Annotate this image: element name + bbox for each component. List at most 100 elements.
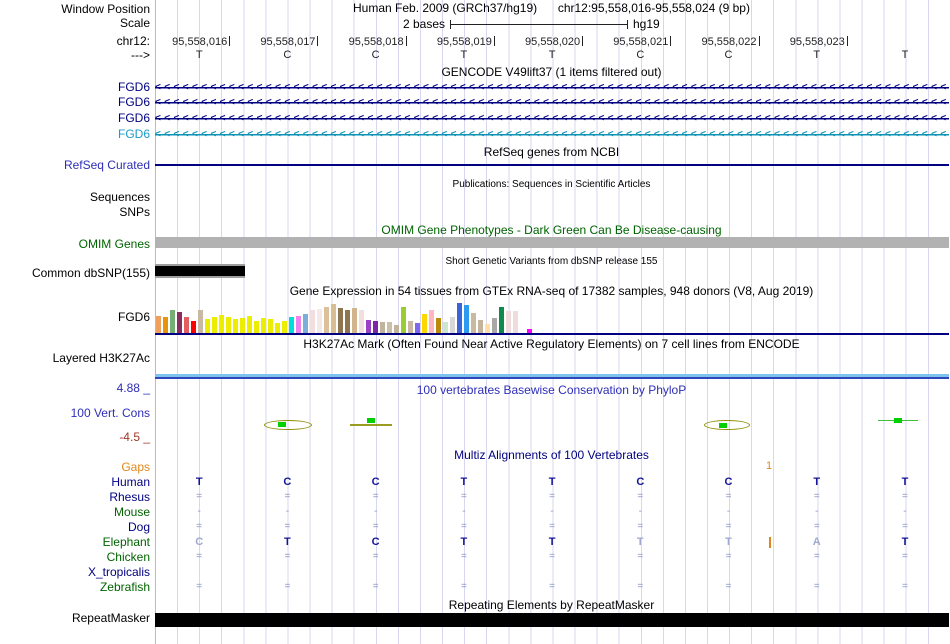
gtex-tissue-bar[interactable] bbox=[289, 317, 294, 333]
multiz-species-label[interactable]: Gaps bbox=[121, 460, 150, 474]
gtex-baseline bbox=[155, 333, 949, 335]
h3k27ac-signal-top[interactable] bbox=[155, 374, 949, 377]
gtex-tissue-bar[interactable] bbox=[471, 313, 476, 333]
gtex-tissue-bar[interactable] bbox=[240, 318, 245, 333]
gtex-tissue-bar[interactable] bbox=[443, 322, 448, 333]
gtex-tissue-bar[interactable] bbox=[205, 319, 210, 333]
gtex-tissue-bar[interactable] bbox=[527, 329, 532, 333]
multiz-species-label[interactable]: Mouse bbox=[113, 505, 150, 519]
conservation-mark bbox=[704, 420, 750, 430]
multiz-species-label[interactable]: Human bbox=[111, 475, 150, 489]
gencode-gene-line[interactable]: <<<<<<<<<<<<<<<<<<<<<<<<<<<<<<<<<<<<<<<<… bbox=[155, 97, 949, 109]
multiz-match-cell: = bbox=[549, 491, 555, 502]
gtex-tissue-bar[interactable] bbox=[506, 311, 511, 333]
multiz-base-cell: C bbox=[636, 476, 645, 488]
gtex-tissue-bar[interactable] bbox=[450, 317, 455, 333]
multiz-species-label[interactable]: Elephant bbox=[102, 535, 150, 549]
multiz-base-cell: T bbox=[195, 476, 203, 488]
gencode-gene-line[interactable]: <<<<<<<<<<<<<<<<<<<<<<<<<<<<<<<<<<<<<<<<… bbox=[155, 82, 949, 94]
track-label-100-vert-cons[interactable]: 100 Vert. Cons bbox=[70, 406, 150, 420]
gtex-tissue-bar[interactable] bbox=[359, 310, 364, 333]
track-label-snps[interactable]: SNPs bbox=[119, 205, 150, 219]
multiz-species-label[interactable]: Chicken bbox=[106, 550, 150, 564]
gtex-tissue-bar[interactable] bbox=[436, 318, 441, 333]
track-label-sequences[interactable]: Sequences bbox=[89, 190, 150, 204]
multiz-species-label[interactable]: Dog bbox=[127, 520, 150, 534]
gtex-tissue-bar[interactable] bbox=[464, 305, 469, 333]
gencode-gene-label-fgd6[interactable]: FGD6 bbox=[117, 95, 150, 109]
gtex-tissue-bar[interactable] bbox=[254, 321, 259, 333]
omim-gene-bar[interactable] bbox=[155, 237, 949, 248]
multiz-species-label[interactable]: Zebrafish bbox=[99, 580, 150, 594]
ruler-position-label: 95,558,022 bbox=[689, 36, 773, 48]
gtex-tissue-bar[interactable] bbox=[429, 310, 434, 333]
gencode-gene-line[interactable]: <<<<<<<<<<<<<<<<<<<<<<<<<<<<<<<<<<<<<<<<… bbox=[155, 129, 949, 141]
gtex-tissue-bar[interactable] bbox=[331, 304, 336, 333]
gtex-tissue-bar[interactable] bbox=[478, 320, 483, 333]
track-label-layered-h3k27ac[interactable]: Layered H3K27Ac bbox=[52, 351, 150, 365]
gtex-tissue-bar[interactable] bbox=[394, 325, 399, 333]
gtex-tissue-bar[interactable] bbox=[387, 322, 392, 333]
gtex-tissue-bar[interactable] bbox=[296, 316, 301, 333]
gencode-gene-label-fgd6[interactable]: FGD6 bbox=[117, 127, 150, 141]
gtex-tissue-bar[interactable] bbox=[513, 311, 518, 333]
gtex-tissue-bar[interactable] bbox=[408, 321, 413, 333]
gtex-tissue-bar[interactable] bbox=[310, 310, 315, 333]
gtex-tissue-bar[interactable] bbox=[198, 310, 203, 333]
repeatmasker-bar[interactable] bbox=[155, 613, 949, 627]
multiz-species-label[interactable]: X_tropicalis bbox=[87, 565, 150, 579]
track-label-repeatmasker[interactable]: RepeatMasker bbox=[71, 611, 150, 625]
gtex-tissue-bar[interactable] bbox=[170, 310, 175, 333]
track-label-common-dbsnp[interactable]: Common dbSNP(155) bbox=[31, 266, 150, 280]
gtex-tissue-bar[interactable] bbox=[261, 318, 266, 333]
h3k27ac-signal-base[interactable] bbox=[155, 377, 949, 379]
gtex-tissue-bar[interactable] bbox=[485, 324, 490, 333]
gtex-tissue-bar[interactable] bbox=[338, 308, 343, 333]
gencode-gene-label-fgd6[interactable]: FGD6 bbox=[117, 111, 150, 125]
gencode-gene-line[interactable]: <<<<<<<<<<<<<<<<<<<<<<<<<<<<<<<<<<<<<<<<… bbox=[155, 113, 949, 125]
gtex-tissue-bar[interactable] bbox=[219, 315, 224, 333]
gtex-tissue-bar[interactable] bbox=[156, 316, 161, 333]
gtex-tissue-bar[interactable] bbox=[233, 319, 238, 333]
gtex-tissue-bar[interactable] bbox=[184, 317, 189, 333]
gtex-tissue-bar[interactable] bbox=[345, 310, 350, 333]
track-label-omim-genes[interactable]: OMIM Genes bbox=[78, 237, 150, 251]
gencode-gene-label-fgd6[interactable]: FGD6 bbox=[117, 80, 150, 94]
multiz-species-label[interactable]: Rhesus bbox=[109, 490, 150, 504]
track-title-multiz: Multiz Alignments of 100 Vertebrates bbox=[454, 448, 649, 462]
gtex-tissue-bar[interactable] bbox=[212, 317, 217, 333]
gtex-tissue-bar[interactable] bbox=[275, 323, 280, 333]
gtex-tissue-bar[interactable] bbox=[177, 312, 182, 333]
gtex-tissue-bar[interactable] bbox=[457, 303, 462, 333]
gtex-tissue-bar[interactable] bbox=[226, 317, 231, 333]
gtex-tissue-bar[interactable] bbox=[380, 322, 385, 333]
gtex-tissue-bar[interactable] bbox=[492, 318, 497, 333]
gtex-tissue-bar[interactable] bbox=[373, 321, 378, 333]
multiz-base-cell: T bbox=[284, 536, 291, 548]
gtex-tissue-bar[interactable] bbox=[247, 316, 252, 333]
dbsnp-variant-bar[interactable] bbox=[155, 264, 245, 278]
gtex-tissue-bar[interactable] bbox=[499, 307, 504, 333]
track-title-refseq: RefSeq genes from NCBI bbox=[483, 145, 620, 159]
gtex-tissue-bar[interactable] bbox=[268, 319, 273, 333]
gtex-tissue-bar[interactable] bbox=[366, 320, 371, 333]
gtex-tissue-bar[interactable] bbox=[191, 321, 196, 333]
gtex-tissue-bar[interactable] bbox=[317, 309, 322, 333]
gtex-tissue-bar[interactable] bbox=[352, 308, 357, 333]
gtex-tissue-bar[interactable] bbox=[303, 314, 308, 333]
gtex-tissue-bar[interactable] bbox=[282, 321, 287, 333]
track-label-refseq-curated[interactable]: RefSeq Curated bbox=[63, 158, 150, 172]
multiz-match-cell: = bbox=[284, 521, 291, 532]
multiz-base-cell: T bbox=[813, 476, 821, 488]
gtex-tissue-bar[interactable] bbox=[415, 323, 420, 333]
track-title-conservation: 100 vertebrates Basewise Conservation by… bbox=[416, 383, 687, 397]
multiz-base-cell: C bbox=[195, 536, 204, 548]
track-label-gtex-fgd6[interactable]: FGD6 bbox=[117, 310, 150, 324]
scale-assembly-label: hg19 bbox=[633, 17, 660, 31]
gtex-tissue-bar[interactable] bbox=[401, 307, 406, 333]
refseq-gene-line[interactable] bbox=[155, 164, 949, 166]
multiz-gap-cell: - bbox=[550, 506, 554, 517]
gtex-tissue-bar[interactable] bbox=[163, 317, 168, 333]
gtex-tissue-bar[interactable] bbox=[324, 307, 329, 333]
gtex-tissue-bar[interactable] bbox=[422, 314, 427, 333]
